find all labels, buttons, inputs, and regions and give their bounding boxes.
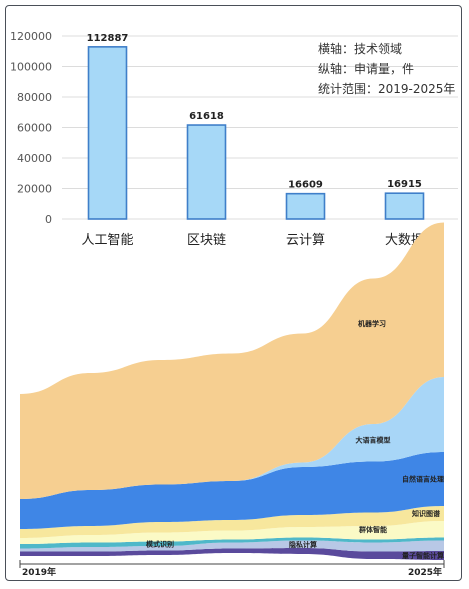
y-tick-label: 80000 xyxy=(17,91,52,104)
stream-series xyxy=(20,377,444,499)
y-tick-label: 0 xyxy=(45,213,52,226)
y-tick-label: 20000 xyxy=(17,183,52,196)
series-label: 知识图谱 xyxy=(411,509,440,518)
y-tick-label: 40000 xyxy=(17,152,52,165)
series-label: 群体智能 xyxy=(359,525,387,534)
bar-value-label: 112887 xyxy=(87,33,129,44)
bar xyxy=(384,192,425,220)
bar-value-label: 61618 xyxy=(189,111,224,122)
bar xyxy=(87,46,128,220)
bar-chart: 0 20000 40000 60000 80000 100000 120000 112887 人… xyxy=(10,30,458,248)
x-tick-label: 云计算 xyxy=(286,233,325,248)
series-label: 自然语言处理 xyxy=(402,475,444,484)
stream-series xyxy=(20,452,444,529)
stream-series xyxy=(20,222,444,499)
series-label: 模式识别 xyxy=(146,539,174,548)
chart-note: 横轴：技术领域 xyxy=(318,41,402,56)
x-tick-label: 2019年 xyxy=(22,566,56,578)
bar xyxy=(285,192,326,220)
bar-value-label: 16915 xyxy=(387,179,422,190)
chart-note: 纵轴：申请量，件 xyxy=(318,61,414,76)
series-label: 机器学习 xyxy=(358,319,386,328)
stream-series xyxy=(20,521,444,544)
stream-series xyxy=(20,540,444,552)
series-label: 大语言模型 xyxy=(356,435,391,444)
stream-series xyxy=(20,537,444,549)
x-tick-label: 人工智能 xyxy=(81,233,133,248)
chart-note: 统计范围：2019-2025年 xyxy=(318,82,455,96)
bar xyxy=(186,124,227,220)
series-label: 隐私计算 xyxy=(289,540,317,549)
figure-frame xyxy=(5,5,462,581)
x-tick-label: 2025年 xyxy=(408,566,442,578)
y-tick-label: 60000 xyxy=(17,122,52,135)
x-tick-label: 区块链 xyxy=(187,233,226,248)
y-tick-label: 100000 xyxy=(10,61,52,74)
series-label: 量子智能计算 xyxy=(402,551,444,560)
stream-series xyxy=(20,506,444,538)
bar-value-label: 16609 xyxy=(288,180,323,191)
y-tick-label: 120000 xyxy=(10,30,52,43)
